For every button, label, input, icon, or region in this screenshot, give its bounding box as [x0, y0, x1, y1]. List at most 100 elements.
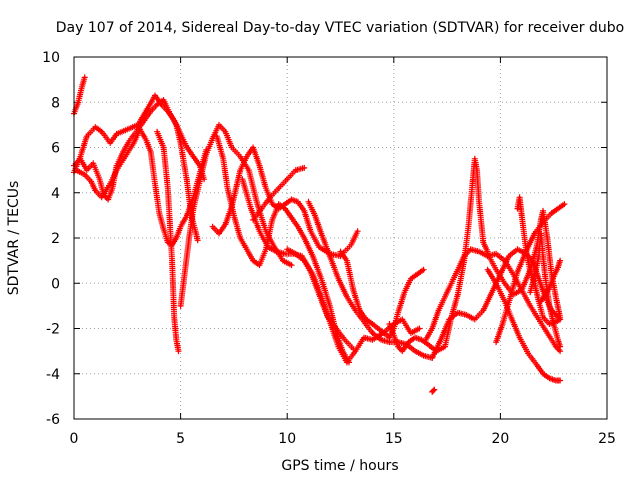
data-point — [328, 320, 331, 323]
data-point — [277, 202, 280, 206]
data-point — [294, 252, 297, 255]
x-tick-label: 10 — [278, 431, 296, 447]
data-point — [158, 211, 161, 215]
data-point — [309, 230, 312, 233]
data-point — [533, 275, 536, 278]
data-point — [352, 288, 355, 292]
data-point — [166, 187, 169, 190]
data-point — [286, 248, 289, 251]
data-point — [396, 311, 400, 314]
data-point — [354, 309, 357, 312]
data-point — [313, 214, 317, 217]
data-point — [486, 252, 489, 255]
data-point — [143, 119, 146, 122]
data-point — [232, 214, 236, 217]
data-point — [558, 345, 562, 348]
plus-marker-track — [337, 248, 427, 341]
data-point — [558, 379, 562, 382]
y-tick-label: 6 — [51, 141, 60, 157]
data-point — [79, 157, 82, 160]
data-point — [467, 225, 470, 228]
data-point — [175, 338, 178, 341]
data-point — [179, 304, 182, 308]
y-tick-label: -6 — [46, 412, 60, 428]
data-point — [153, 182, 157, 185]
data-point — [211, 225, 214, 228]
series-track-19 — [484, 266, 564, 384]
data-point — [271, 218, 274, 222]
data-point — [337, 345, 340, 348]
series-track-5 — [154, 128, 182, 355]
plot-frame — [73, 56, 608, 420]
data-point — [516, 248, 519, 251]
data-point — [183, 270, 187, 274]
data-point — [277, 187, 280, 190]
data-point — [544, 275, 547, 278]
series-track-16 — [422, 246, 564, 355]
data-point — [109, 182, 112, 185]
data-point — [239, 168, 242, 172]
data-point — [409, 331, 413, 335]
data-point — [556, 266, 560, 269]
data-point — [106, 198, 110, 201]
data-point — [401, 349, 404, 353]
data-point — [475, 168, 479, 172]
data-point — [328, 254, 331, 258]
data-point — [448, 318, 451, 321]
data-point — [185, 180, 189, 183]
data-point — [281, 259, 285, 262]
data-point — [149, 150, 152, 154]
data-point — [162, 98, 165, 102]
data-point — [121, 150, 125, 154]
data-point — [226, 187, 229, 190]
data-point — [413, 349, 417, 353]
data-point — [409, 277, 413, 280]
data-point — [416, 273, 419, 276]
data-point — [431, 390, 434, 394]
data-point — [320, 277, 323, 280]
data-point — [497, 286, 500, 289]
data-point — [77, 101, 80, 104]
plus-marker-track — [429, 386, 438, 395]
data-point — [533, 232, 536, 235]
data-point — [80, 87, 83, 90]
data-point — [473, 318, 476, 321]
data-point — [224, 223, 227, 226]
data-point — [362, 320, 366, 323]
data-point — [539, 232, 543, 235]
data-point — [92, 162, 95, 165]
data-point — [162, 146, 165, 149]
series-track-22 — [527, 230, 564, 350]
data-point — [264, 230, 268, 233]
x-tick-label: 5 — [176, 431, 185, 447]
series-track-12 — [305, 198, 436, 361]
data-point — [145, 139, 148, 142]
data-point — [554, 345, 557, 348]
data-point — [541, 372, 545, 375]
x-axis-label: GPS time / hours — [281, 458, 398, 474]
y-tick-label: 4 — [51, 186, 60, 202]
data-point — [74, 168, 78, 172]
data-point — [356, 230, 359, 233]
data-point — [541, 209, 545, 213]
data-point — [185, 146, 189, 149]
data-point — [311, 273, 314, 276]
data-point — [465, 313, 468, 317]
data-point — [230, 146, 233, 149]
data-point — [494, 268, 498, 271]
data-point — [503, 300, 506, 303]
data-point — [350, 243, 353, 246]
data-point — [463, 254, 466, 258]
data-point — [518, 196, 521, 199]
data-point — [85, 168, 89, 172]
data-point — [290, 263, 293, 267]
data-point — [535, 363, 538, 366]
data-point — [234, 187, 238, 190]
data-point — [256, 202, 259, 206]
data-point — [318, 245, 321, 249]
data-point — [241, 178, 244, 181]
data-point — [420, 338, 423, 341]
data-point — [296, 225, 300, 228]
data-point — [303, 236, 306, 240]
data-point — [433, 388, 436, 391]
